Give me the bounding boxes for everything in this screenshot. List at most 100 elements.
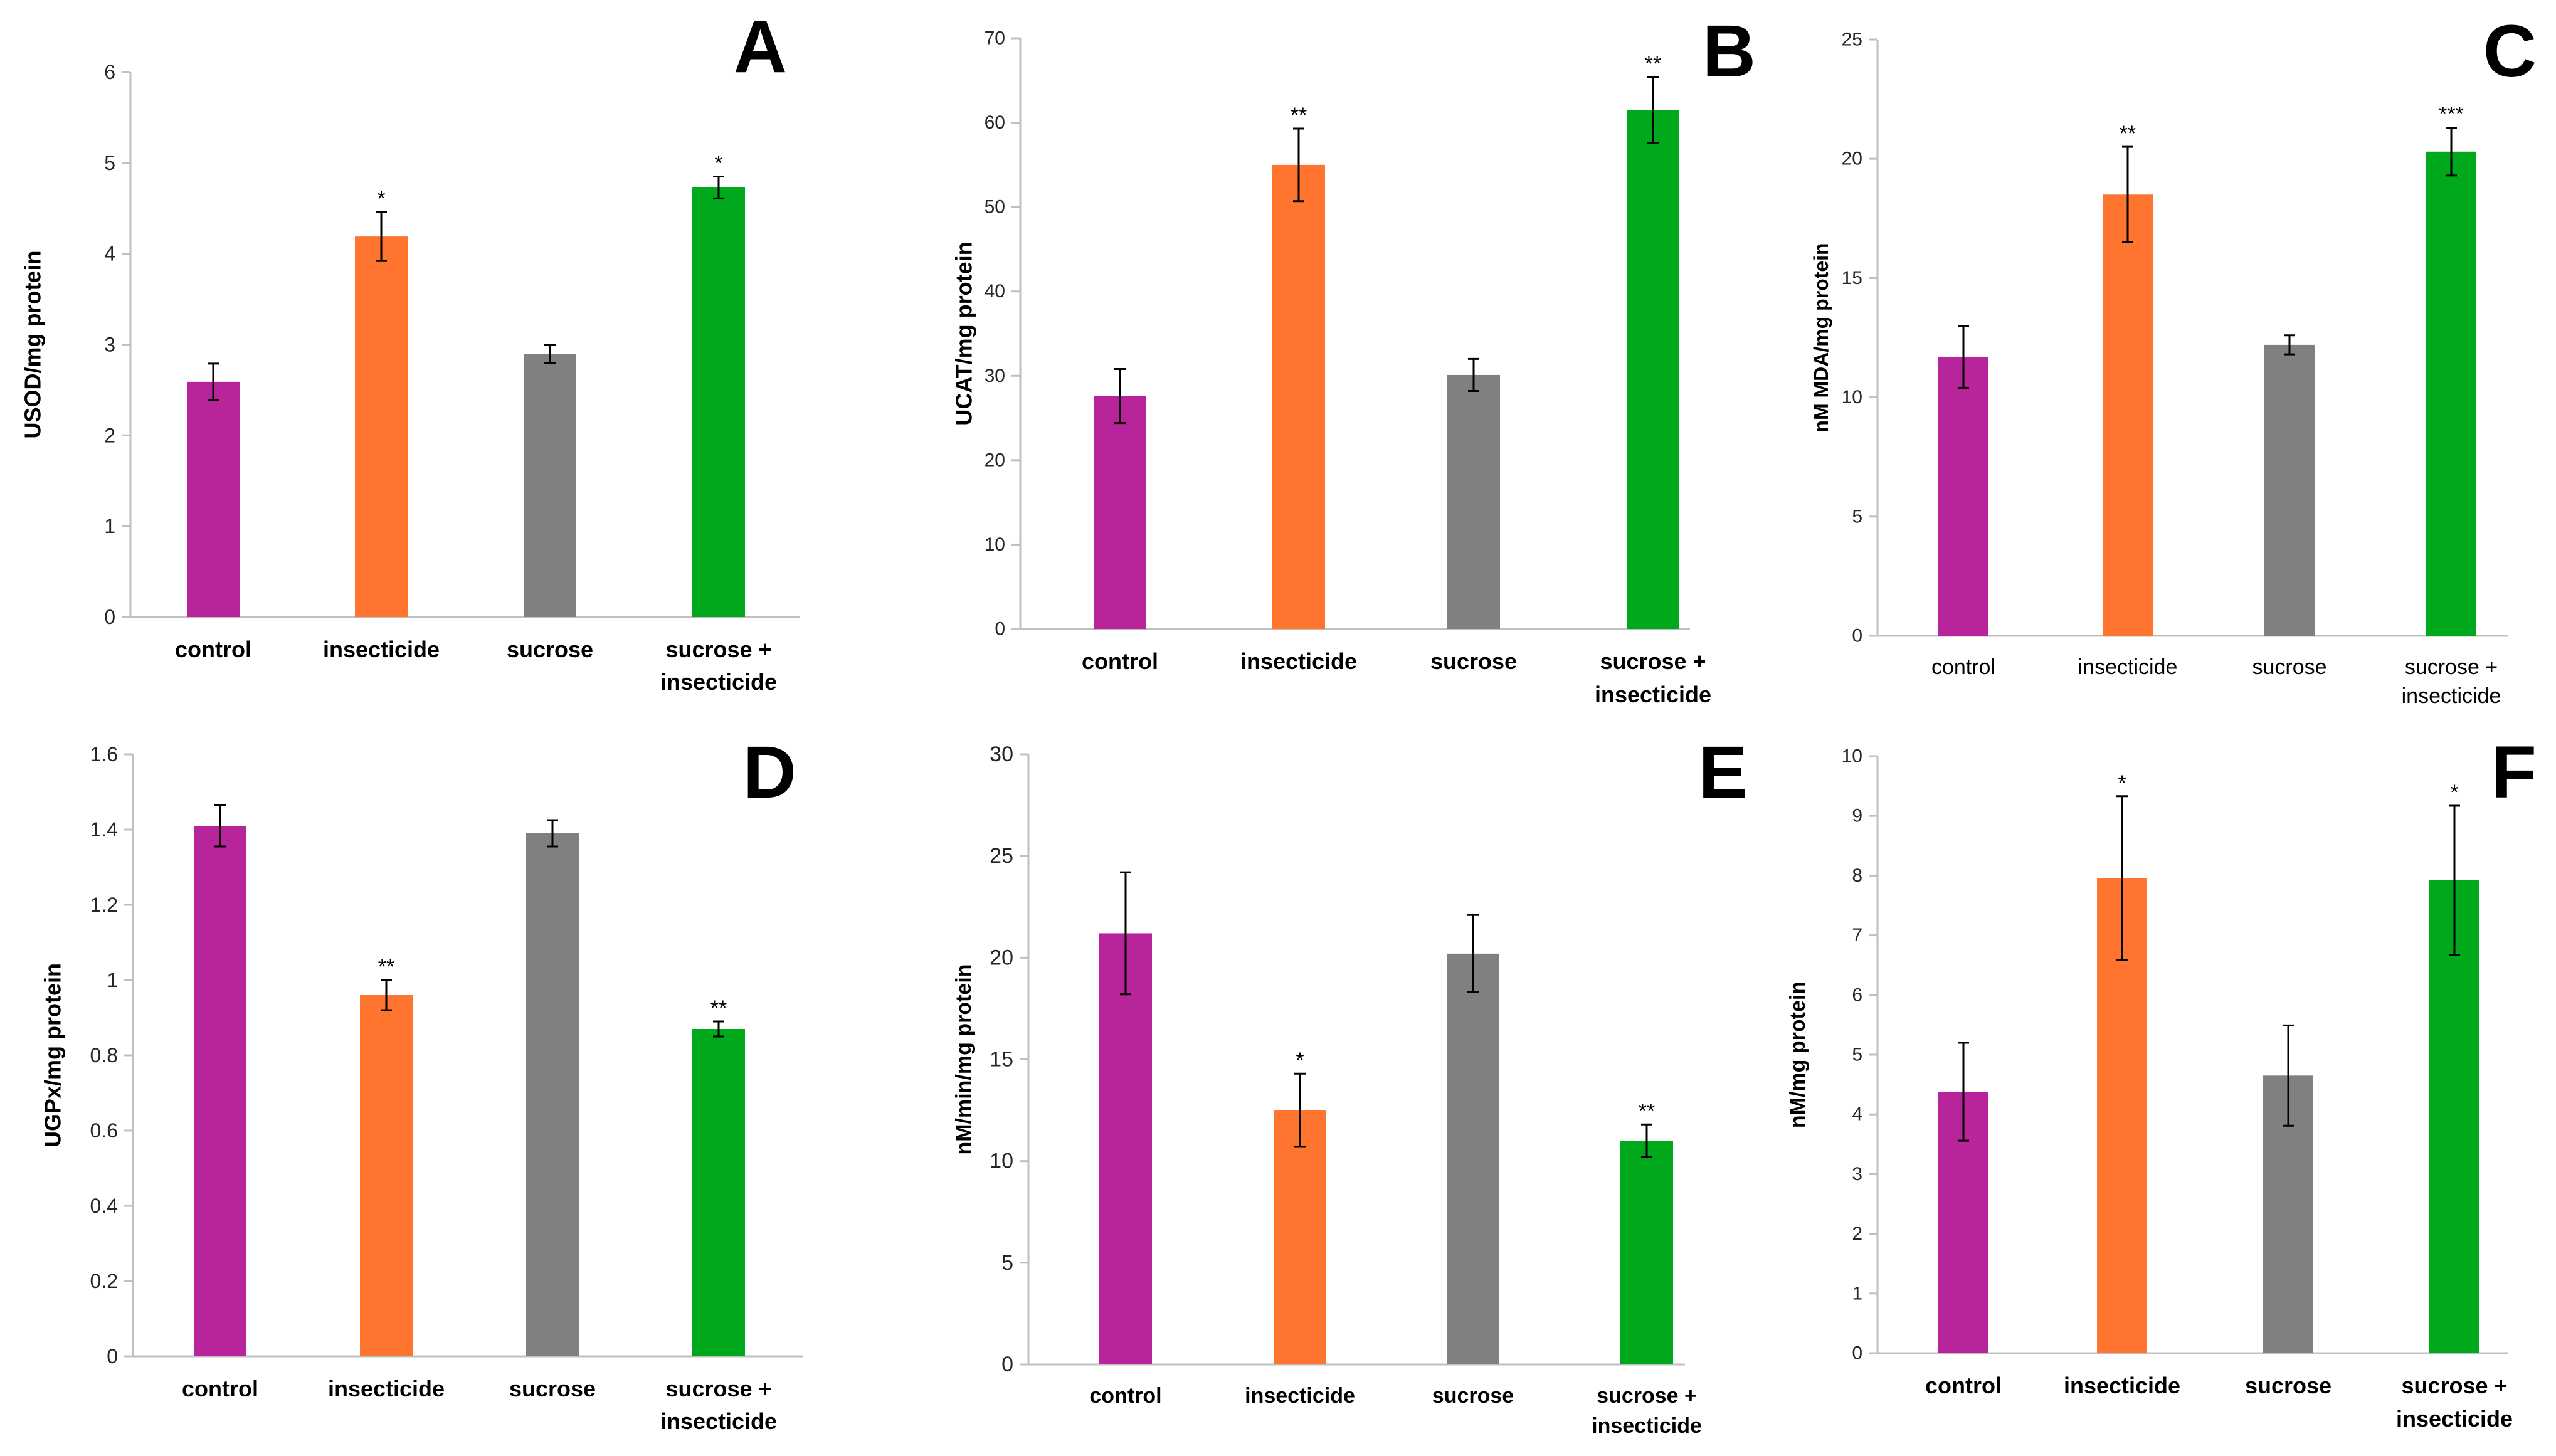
panel-A: 0 1 2 3 4 5 6 USOD/mg protein control * insecticid… bbox=[20, 6, 800, 695]
category-label: control bbox=[1931, 655, 1995, 679]
y-tick-label: 8 bbox=[1852, 865, 1862, 886]
panel-E: 0 5 10 15 20 25 30 nM/min/mg protein control * ins… bbox=[952, 731, 1748, 1438]
bar bbox=[1627, 110, 1679, 629]
bar bbox=[1094, 396, 1146, 629]
bar bbox=[2103, 194, 2153, 636]
category-label: sucrose + bbox=[1600, 648, 1706, 674]
y-tick-label: 5 bbox=[1852, 1045, 1862, 1065]
significance-marker: ** bbox=[1645, 52, 1661, 76]
y-tick-label: 0 bbox=[1852, 1343, 1862, 1364]
y-tick-label: 20 bbox=[990, 946, 1013, 969]
category-label: sucrose bbox=[1432, 1384, 1514, 1408]
bar bbox=[355, 236, 408, 618]
bar bbox=[1620, 1141, 1673, 1364]
significance-marker: * bbox=[714, 152, 722, 176]
bar bbox=[194, 826, 246, 1356]
y-tick-label: 10 bbox=[1842, 387, 1862, 408]
y-tick-label: 0.2 bbox=[90, 1270, 118, 1292]
panel-letter: B bbox=[1703, 10, 1756, 93]
bar bbox=[524, 353, 576, 617]
bar bbox=[1447, 953, 1499, 1364]
panel-letter: F bbox=[2491, 731, 2537, 814]
y-tick-label: 1 bbox=[104, 515, 115, 537]
category-label: insecticide bbox=[328, 1376, 445, 1401]
y-axis-title: nM MDA/mg protein bbox=[1810, 243, 1832, 432]
category-label: insecticide bbox=[323, 636, 440, 662]
panel-F: 0 1 2 3 4 5 6 7 8 9 10 nM/mg protein control * insecti… bbox=[1786, 731, 2537, 1432]
bar bbox=[692, 1029, 745, 1356]
y-tick-label: 30 bbox=[985, 366, 1005, 386]
y-tick-label: 25 bbox=[990, 844, 1013, 868]
category-label: insecticide bbox=[2402, 684, 2501, 708]
bar bbox=[360, 995, 413, 1356]
y-tick-label: 3 bbox=[104, 334, 115, 356]
panel-letter: D bbox=[743, 731, 796, 814]
category-label: control bbox=[1925, 1373, 2002, 1398]
y-axis-title: UCAT/mg protein bbox=[951, 241, 977, 425]
category-label: sucrose bbox=[2252, 655, 2326, 679]
panel-letter: A bbox=[734, 6, 787, 88]
y-tick-label: 0 bbox=[995, 619, 1005, 640]
category-label: insecticide bbox=[1245, 1384, 1355, 1408]
y-tick-label: 15 bbox=[1842, 268, 1862, 288]
category-label: sucrose + bbox=[2401, 1373, 2507, 1398]
y-tick-label: 40 bbox=[985, 281, 1005, 302]
category-label: insecticide bbox=[660, 1408, 777, 1434]
y-tick-label: 3 bbox=[1852, 1164, 1862, 1184]
panel-D: 0 0.2 0.4 0.6 0.8 1 1.2 1.4 1.6 UGPx/mg protein co… bbox=[40, 731, 803, 1434]
panel-C: 0 5 10 15 20 25 nM MDA/mg protein control ** inse… bbox=[1810, 10, 2537, 708]
category-label: sucrose bbox=[509, 1376, 596, 1401]
bar bbox=[1938, 356, 1988, 636]
y-tick-label: 1 bbox=[107, 969, 118, 991]
y-tick-label: 20 bbox=[985, 450, 1005, 470]
category-label: sucrose + bbox=[665, 1376, 771, 1401]
y-tick-label: 0 bbox=[107, 1345, 118, 1368]
y-tick-label: 1.2 bbox=[90, 894, 118, 916]
bar bbox=[1274, 1110, 1326, 1364]
y-tick-label: 4 bbox=[104, 243, 115, 265]
y-tick-label: 9 bbox=[1852, 806, 1862, 826]
category-label: control bbox=[182, 1376, 258, 1401]
y-axis-title: nM/min/mg protein bbox=[952, 964, 976, 1154]
y-tick-label: 5 bbox=[104, 152, 115, 174]
y-tick-label: 6 bbox=[1852, 984, 1862, 1005]
bar bbox=[1099, 933, 1152, 1364]
category-label: control bbox=[1082, 648, 1158, 674]
y-tick-label: 50 bbox=[985, 197, 1005, 218]
y-tick-label: 0 bbox=[104, 606, 115, 628]
bar bbox=[1447, 374, 1500, 629]
y-tick-label: 1.6 bbox=[90, 743, 118, 766]
bar bbox=[1272, 164, 1325, 629]
bar bbox=[2264, 344, 2315, 636]
y-tick-label: 10 bbox=[990, 1149, 1013, 1173]
category-label: sucrose bbox=[1430, 648, 1517, 674]
y-tick-label: 7 bbox=[1852, 925, 1862, 946]
y-tick-label: 0 bbox=[1852, 626, 1862, 646]
category-label: sucrose + bbox=[1597, 1384, 1697, 1408]
panel-B: 0 10 20 30 40 50 60 70 UCAT/mg protein control ** i… bbox=[951, 10, 1756, 707]
significance-marker: *** bbox=[2439, 103, 2464, 127]
significance-marker: ** bbox=[1291, 103, 1307, 127]
significance-marker: ** bbox=[2120, 122, 2136, 145]
significance-marker: * bbox=[1296, 1048, 1304, 1072]
y-tick-label: 0 bbox=[1001, 1353, 1013, 1376]
category-label: insecticide bbox=[1595, 682, 1711, 707]
category-label: control bbox=[1089, 1384, 1161, 1408]
y-tick-label: 60 bbox=[985, 112, 1005, 133]
y-tick-label: 70 bbox=[985, 28, 1005, 49]
significance-marker: * bbox=[2118, 771, 2126, 795]
bar bbox=[2426, 151, 2476, 636]
category-label: sucrose bbox=[507, 636, 593, 662]
y-tick-label: 0.4 bbox=[90, 1195, 118, 1217]
y-tick-label: 1.4 bbox=[90, 818, 118, 841]
bar bbox=[692, 187, 745, 617]
significance-marker: ** bbox=[710, 996, 727, 1020]
y-tick-label: 2 bbox=[1852, 1223, 1862, 1244]
y-tick-label: 20 bbox=[1842, 149, 1862, 169]
y-tick-label: 30 bbox=[990, 742, 1013, 766]
y-tick-label: 0.6 bbox=[90, 1119, 118, 1142]
significance-marker: ** bbox=[1639, 1099, 1655, 1123]
category-label: insecticide bbox=[2064, 1373, 2180, 1398]
category-label: sucrose bbox=[2245, 1373, 2332, 1398]
panel-letter: E bbox=[1698, 731, 1748, 814]
